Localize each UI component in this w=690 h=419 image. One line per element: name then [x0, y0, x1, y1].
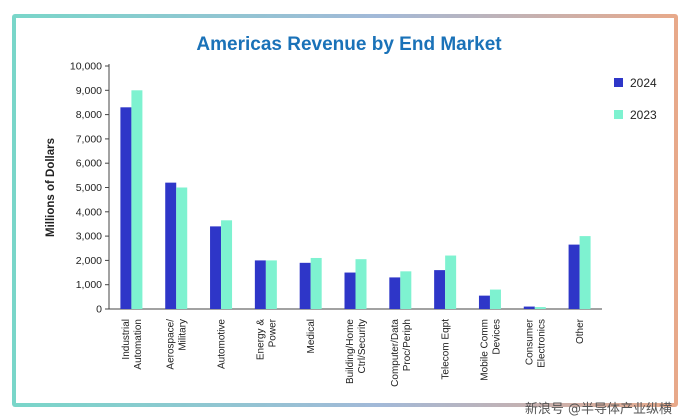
category-label: Mobile Comm Devices	[479, 319, 502, 381]
category-label: Other	[575, 318, 586, 344]
y-tick-label: 8,000	[76, 109, 102, 121]
y-tick-label: 6,000	[76, 158, 102, 170]
category-label-line: Energy &	[255, 319, 266, 360]
category-label-line: Automotive	[217, 319, 228, 369]
bar-2024-3	[254, 260, 266, 309]
category-label: Telecom Eqpt	[441, 319, 452, 380]
legend-swatch-2023	[614, 110, 623, 119]
watermark: 新浪号 @半导体产业纵横	[524, 402, 672, 417]
legend-swatch-2024	[614, 78, 623, 87]
bar-2023-2	[221, 220, 233, 309]
bar-2024-9	[523, 306, 535, 309]
category-label-line: Other	[575, 318, 586, 344]
bar-2023-4	[310, 257, 322, 309]
bar-2024-1	[165, 182, 177, 309]
bar-2023-10	[579, 236, 591, 309]
category-label: Medical	[306, 319, 317, 353]
y-tick-label: 4,000	[76, 206, 102, 218]
category-label-line: Electronics	[536, 319, 547, 368]
legend-label-2023: 2023	[630, 108, 657, 122]
bar-2024-0	[120, 107, 132, 309]
category-label-line: Military	[178, 319, 189, 351]
category-label-line: Mobile Comm	[479, 319, 490, 381]
category-label-line: Automation	[133, 319, 144, 370]
bar-2023-1	[176, 187, 188, 309]
bar-2024-5	[344, 272, 356, 309]
bar-2024-10	[568, 244, 580, 309]
category-label-line: Aerospace/	[166, 319, 177, 370]
legend-label-2024: 2024	[630, 76, 657, 90]
category-label-line: Telecom Eqpt	[441, 319, 452, 380]
category-label: Consumer Electronics	[524, 318, 547, 368]
bar-2023-6	[400, 271, 412, 309]
category-label-line: Devices	[491, 319, 502, 355]
bar-2024-8	[478, 295, 490, 309]
chart-area: Americas Revenue by End Market 0 1,000 2,0…	[24, 24, 674, 401]
y-tick-label: 3,000	[76, 231, 102, 243]
category-label: Energy & Power	[255, 318, 278, 360]
bar-chart: 0 1,000 2,000 3,000 4,000 5,000 6,000 7,000 8,00…	[45, 61, 657, 387]
y-tick-label: 1,000	[76, 279, 102, 291]
bar-2023-8	[489, 289, 501, 309]
chart-frame: Americas Revenue by End Market 0 1,000 2,0…	[12, 14, 678, 407]
bar-2024-2	[210, 226, 222, 309]
category-label: Building/Home Ctrl/Security	[345, 319, 368, 384]
category-label-line: Ctrl/Security	[357, 319, 368, 373]
bar-2023-5	[355, 259, 367, 309]
y-tick-label: 7,000	[76, 133, 102, 145]
category-label-line: Industrial	[121, 319, 132, 360]
chart-panel: Americas Revenue by End Market 0 1,000 2,0…	[16, 18, 674, 403]
bar-2023-7	[445, 255, 457, 309]
category-label: Computer/Data Proc/Periph	[390, 319, 413, 387]
category-label-line: Consumer	[524, 318, 535, 365]
bar-2024-7	[434, 270, 446, 309]
bar-2024-4	[299, 262, 311, 309]
y-tick-label: 5,000	[76, 182, 102, 194]
category-label-line: Power	[267, 318, 278, 347]
bar-2023-0	[131, 90, 143, 309]
category-label-line: Medical	[306, 319, 317, 353]
y-axis-label: Millions of Dollars	[45, 138, 57, 237]
bar-2023-3	[265, 260, 277, 309]
y-tick-label: 9,000	[76, 85, 102, 97]
category-label: Automotive	[217, 319, 228, 369]
y-tick-label: 10,000	[70, 61, 102, 73]
bar-2023-9	[534, 307, 546, 309]
category-label: Aerospace/Military	[166, 319, 189, 370]
category-label-line: Proc/Periph	[402, 319, 413, 371]
category-label-line: Computer/Data	[390, 319, 401, 387]
y-tick-label: 0	[96, 304, 102, 316]
category-label-line: Building/Home	[345, 319, 356, 384]
category-label: Industrial Automation	[121, 319, 144, 370]
bar-2024-6	[389, 277, 401, 309]
chart-title: Americas Revenue by End Market	[196, 34, 502, 55]
y-tick-label: 2,000	[76, 255, 102, 267]
